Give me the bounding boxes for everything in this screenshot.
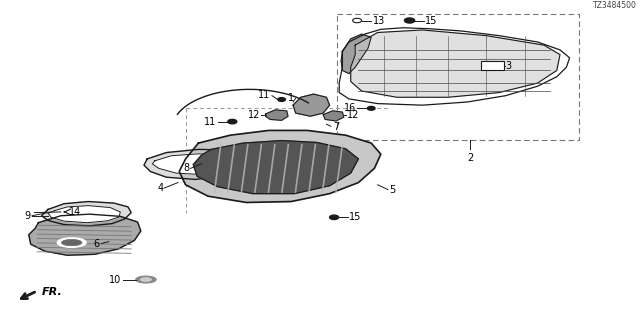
Text: 8: 8 [183, 163, 189, 173]
Circle shape [228, 119, 237, 124]
Polygon shape [266, 110, 288, 120]
Polygon shape [293, 94, 330, 116]
Polygon shape [341, 34, 371, 74]
Ellipse shape [140, 278, 152, 282]
Text: 13: 13 [372, 15, 385, 26]
Polygon shape [351, 30, 560, 97]
Text: 9: 9 [24, 211, 31, 221]
Ellipse shape [61, 239, 82, 246]
Text: 11: 11 [204, 116, 216, 127]
Text: 3: 3 [506, 61, 512, 71]
Text: 12: 12 [347, 110, 359, 120]
Text: 5: 5 [389, 185, 396, 195]
Text: TZ3484500: TZ3484500 [593, 1, 637, 10]
Circle shape [367, 107, 375, 110]
Text: 10: 10 [109, 275, 122, 284]
Polygon shape [144, 149, 256, 180]
Text: 4: 4 [157, 183, 163, 193]
Circle shape [278, 98, 285, 101]
Text: 15: 15 [349, 212, 362, 222]
Bar [481, 61, 504, 70]
Polygon shape [323, 111, 344, 121]
Polygon shape [48, 206, 120, 223]
Text: FR.: FR. [42, 287, 62, 297]
Text: 16: 16 [344, 103, 356, 113]
Text: 1: 1 [288, 93, 294, 103]
Text: 11: 11 [258, 90, 270, 100]
Text: 2: 2 [467, 153, 474, 163]
Text: 12: 12 [248, 110, 260, 120]
Ellipse shape [136, 276, 156, 283]
Circle shape [330, 215, 339, 220]
Polygon shape [179, 131, 381, 203]
Text: 15: 15 [425, 15, 437, 26]
Polygon shape [42, 202, 131, 226]
Circle shape [404, 18, 415, 23]
Polygon shape [29, 214, 141, 255]
Text: 6: 6 [93, 238, 99, 249]
Text: 7: 7 [333, 122, 339, 132]
Text: 14: 14 [68, 207, 81, 217]
Polygon shape [152, 154, 243, 175]
Ellipse shape [58, 238, 86, 247]
Polygon shape [193, 140, 358, 194]
